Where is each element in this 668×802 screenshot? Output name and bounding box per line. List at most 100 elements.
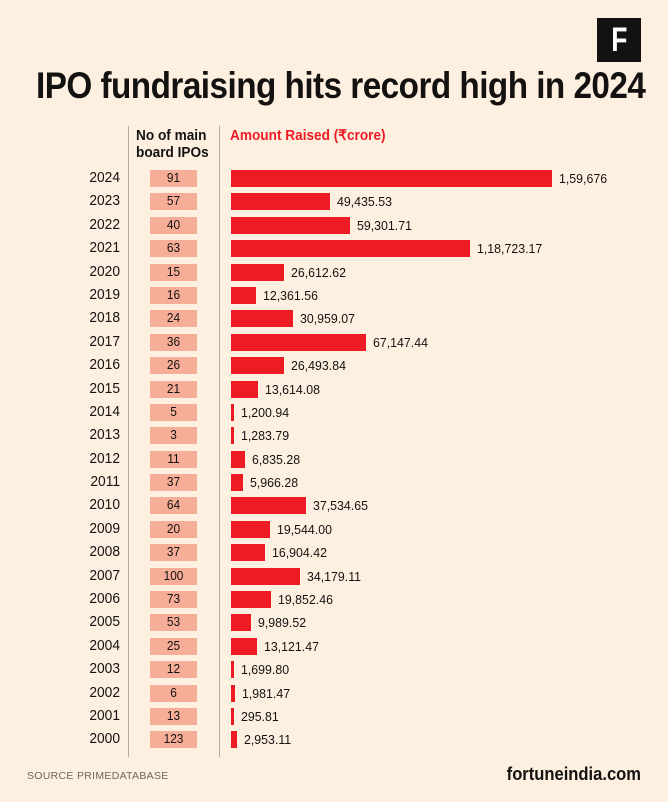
ipo-count-value: 100 bbox=[163, 568, 184, 583]
amount-value-label: 26,493.84 bbox=[291, 358, 346, 374]
amount-value-label: 1,18,723.17 bbox=[477, 241, 543, 257]
amount-bar bbox=[231, 450, 245, 468]
amount-value-label: 13,121.47 bbox=[264, 638, 319, 654]
ipo-count-pill: 25 bbox=[150, 637, 197, 655]
amount-bar bbox=[231, 403, 234, 421]
amount-bar bbox=[231, 193, 330, 211]
chart-rows: 2024 91 1,59,676 2023 57 49,435.53 2022 40 59,30… bbox=[0, 168, 668, 753]
amount-bar bbox=[231, 544, 265, 562]
bar-track: 26,493.84 bbox=[231, 357, 668, 375]
amount-value-label: 1,699.80 bbox=[241, 662, 290, 678]
bar-track: 13,121.47 bbox=[231, 637, 668, 655]
ipo-count-value: 5 bbox=[170, 404, 177, 419]
table-row: 2005 53 9,989.52 bbox=[0, 612, 668, 635]
bar-track: 19,852.46 bbox=[231, 591, 668, 609]
row-year-label: 2000 bbox=[89, 731, 120, 748]
ipo-count-pill: 36 bbox=[150, 333, 197, 351]
row-year-label: 2008 bbox=[89, 544, 120, 561]
row-year-label: 2005 bbox=[89, 614, 120, 631]
ipo-count-pill: 63 bbox=[150, 240, 197, 258]
row-year-label: 2022 bbox=[89, 216, 120, 233]
row-year-label: 2024 bbox=[89, 170, 120, 186]
bar-track: 1,59,676 bbox=[231, 170, 668, 187]
bar-track: 67,147.44 bbox=[231, 333, 668, 351]
amount-bar bbox=[231, 380, 258, 398]
table-row: 2023 57 49,435.53 bbox=[0, 191, 668, 214]
ipo-count-value: 24 bbox=[166, 311, 181, 326]
ipo-count-value: 3 bbox=[170, 428, 177, 443]
ipo-count-pill: 15 bbox=[150, 263, 197, 281]
table-row: 2001 13 295.81 bbox=[0, 706, 668, 729]
amount-bar bbox=[231, 427, 234, 445]
row-year-label: 2016 bbox=[89, 357, 120, 374]
row-year-label: 2004 bbox=[89, 637, 120, 654]
bar-track: 1,283.79 bbox=[231, 427, 668, 445]
bar-track: 30,959.07 bbox=[231, 310, 668, 328]
bar-track: 12,361.56 bbox=[231, 286, 668, 304]
amount-bar bbox=[231, 637, 257, 655]
amount-value-label: 1,200.94 bbox=[241, 404, 290, 420]
bar-track: 9,989.52 bbox=[231, 614, 668, 632]
ipo-count-pill: 91 bbox=[150, 170, 197, 187]
ipo-count-value: 16 bbox=[166, 287, 181, 302]
table-row: 2009 20 19,544.00 bbox=[0, 519, 668, 542]
amount-value-label: 37,534.65 bbox=[313, 498, 368, 514]
row-year-label: 2013 bbox=[89, 427, 120, 444]
ipo-count-pill: 37 bbox=[150, 544, 197, 562]
table-row: 2013 3 1,283.79 bbox=[0, 425, 668, 448]
bar-track: 16,904.42 bbox=[231, 544, 668, 562]
column-divider-left bbox=[128, 126, 129, 757]
amount-bar bbox=[231, 591, 271, 609]
table-row: 2016 26 26,493.84 bbox=[0, 355, 668, 378]
table-row: 2020 15 26,612.62 bbox=[0, 262, 668, 285]
table-row: 2012 11 6,835.28 bbox=[0, 449, 668, 472]
row-year-label: 2015 bbox=[89, 380, 120, 397]
ipo-count-pill: 3 bbox=[150, 427, 197, 445]
table-row: 2010 64 37,534.65 bbox=[0, 495, 668, 518]
ipo-count-value: 63 bbox=[166, 241, 181, 256]
amount-bar bbox=[231, 474, 243, 492]
ipo-count-value: 73 bbox=[166, 592, 181, 607]
row-year-label: 2002 bbox=[89, 684, 120, 701]
row-year-label: 2009 bbox=[89, 520, 120, 537]
amount-value-label: 59,301.71 bbox=[357, 217, 412, 233]
bar-track: 1,18,723.17 bbox=[231, 240, 668, 258]
ipo-count-value: 57 bbox=[166, 194, 181, 209]
table-row: 2022 40 59,301.71 bbox=[0, 215, 668, 238]
ipo-count-pill: 53 bbox=[150, 614, 197, 632]
ipo-count-value: 36 bbox=[166, 334, 181, 349]
row-year-label: 2018 bbox=[89, 310, 120, 327]
ipo-count-value: 123 bbox=[163, 732, 184, 747]
bar-track: 1,699.80 bbox=[231, 661, 668, 679]
amount-value-label: 1,283.79 bbox=[241, 428, 290, 444]
row-year-label: 2001 bbox=[89, 707, 120, 724]
amount-value-label: 6,835.28 bbox=[252, 451, 301, 467]
bar-track: 5,966.28 bbox=[231, 474, 668, 492]
table-row: 2019 16 12,361.56 bbox=[0, 285, 668, 308]
ipo-count-pill: 57 bbox=[150, 193, 197, 211]
column-divider-right bbox=[219, 126, 220, 757]
row-year-label: 2006 bbox=[89, 591, 120, 608]
amount-bar bbox=[231, 170, 552, 187]
source-note: SOURCE PRIMEDATABASE bbox=[27, 770, 169, 782]
logo-letter: F bbox=[610, 21, 628, 59]
fortune-logo: F bbox=[597, 18, 641, 62]
ipo-count-pill: 11 bbox=[150, 450, 197, 468]
table-row: 2007 100 34,179.11 bbox=[0, 566, 668, 589]
ipo-count-pill: 100 bbox=[150, 567, 197, 585]
ipo-count-value: 21 bbox=[166, 381, 181, 396]
amount-value-label: 26,612.62 bbox=[291, 264, 346, 280]
ipo-count-value: 20 bbox=[166, 521, 181, 536]
amount-value-label: 49,435.53 bbox=[337, 194, 392, 210]
column-header-ipo-count: No of main board IPOs bbox=[136, 128, 209, 161]
ipo-count-value: 26 bbox=[166, 358, 181, 373]
bar-track: 13,614.08 bbox=[231, 380, 668, 398]
ipo-count-pill: 26 bbox=[150, 357, 197, 375]
ipo-count-value: 37 bbox=[166, 545, 181, 560]
row-year-label: 2010 bbox=[89, 497, 120, 514]
ipo-count-pill: 16 bbox=[150, 286, 197, 304]
page-title: IPO fundraising hits record high in 2024 bbox=[36, 65, 646, 106]
amount-value-label: 9,989.52 bbox=[258, 615, 307, 631]
row-year-label: 2017 bbox=[89, 333, 120, 350]
